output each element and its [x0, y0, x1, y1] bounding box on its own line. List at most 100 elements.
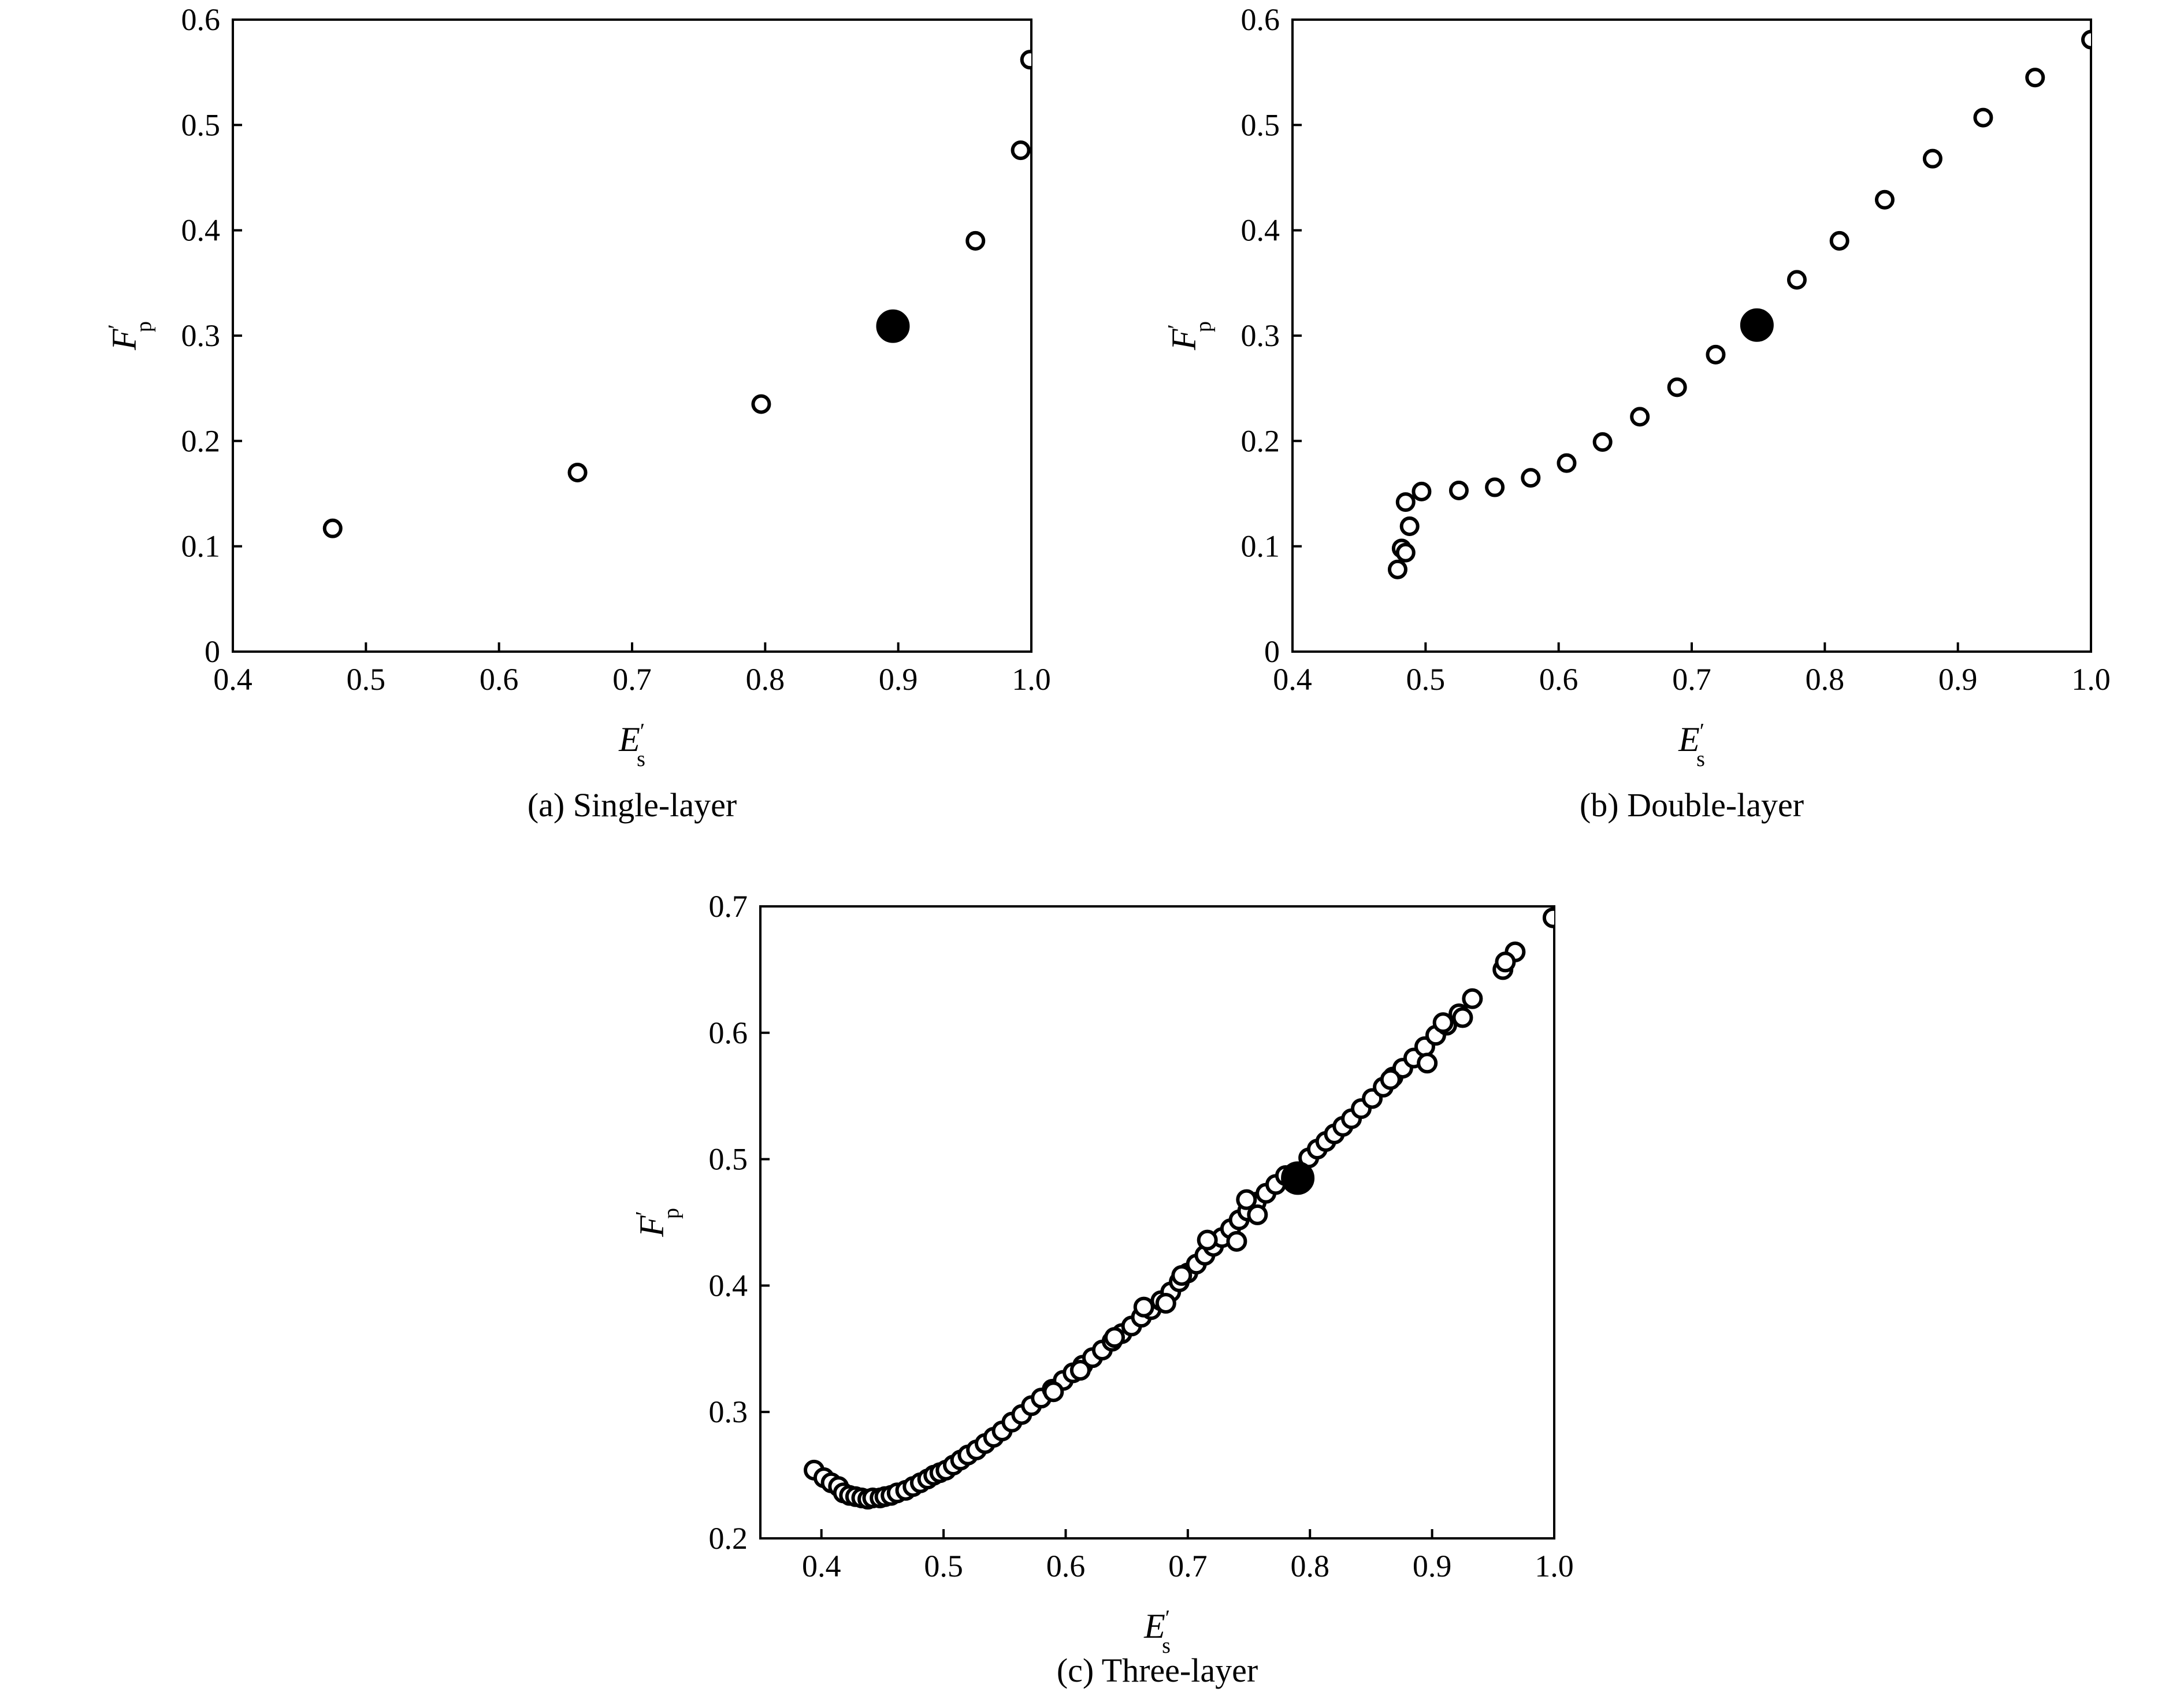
data-point	[1069, 1359, 1091, 1381]
data-point	[1786, 270, 1807, 290]
data-point	[751, 394, 771, 414]
y-tick-label: 0.4	[1241, 213, 1280, 248]
y-axis-label-sub: p	[132, 321, 156, 332]
data-point	[1236, 1189, 1257, 1210]
x-tick-label: 0.9	[1938, 662, 1978, 697]
data-point	[1973, 107, 1993, 128]
data-point	[1043, 1381, 1064, 1403]
data-point	[1155, 1293, 1176, 1314]
y-axis-label-prime: ′	[104, 324, 128, 329]
panel-a: 0.4 0.5 0.6 0.7 0.8 0.9 1.0 0 0.1 0.2 0.3 0.4 0.5 0.6…	[104, 2, 1051, 824]
y-tick-label: 0	[1264, 634, 1280, 669]
y-tick-label: 0.3	[181, 318, 221, 353]
x-tick-label: 0.4	[1273, 662, 1312, 697]
data-point	[1020, 50, 1031, 70]
data-point	[1133, 1296, 1154, 1318]
y-tick-label: 0.5	[1241, 107, 1280, 142]
x-tick-label: 0.7	[1168, 1549, 1208, 1583]
y-tick-label: 0.6	[1241, 2, 1280, 37]
data-point	[1706, 344, 1726, 365]
data-point	[1462, 988, 1483, 1009]
x-axis-label: E′ s	[1143, 1606, 1171, 1658]
data-point	[1667, 377, 1687, 397]
y-axis-label-sub: p	[1191, 321, 1216, 332]
y-tick-label: 0.5	[181, 107, 221, 142]
x-axis-label-sub: s	[637, 747, 645, 771]
data-point	[1542, 907, 1554, 928]
x-tick-label: 0.7	[612, 662, 652, 697]
x-tick-label: 0.9	[1413, 1549, 1452, 1583]
y-axis-label-prime: ′	[632, 1211, 656, 1215]
panel-c: 0.4 0.5 0.6 0.7 0.8 0.9 1.00.20.30.40.50.60.7E…	[632, 889, 1574, 1689]
y-tick-label: 0.2	[181, 423, 221, 458]
x-tick-label: 0.8	[746, 662, 785, 697]
x-tick-label: 0.8	[1806, 662, 1845, 697]
data-point	[1495, 951, 1516, 973]
data-point	[1829, 230, 1849, 251]
x-axis-label: E′ s	[618, 719, 645, 771]
y-tick-label: 0.7	[709, 889, 748, 924]
y-tick-label: 0.1	[1241, 529, 1280, 564]
x-tick-label: 0.9	[879, 662, 918, 697]
x-tick-label: 0.5	[347, 662, 386, 697]
data-point	[1521, 468, 1541, 488]
data-point	[2025, 68, 2045, 88]
x-tick-label: 1.0	[1012, 662, 1051, 697]
y-axis-label-main: F	[633, 1215, 671, 1237]
data-point	[1417, 1053, 1438, 1074]
data-point	[1412, 481, 1432, 501]
x-axis-label-sub: s	[1162, 1634, 1171, 1658]
panel-b: 0.4 0.5 0.6 0.7 0.8 0.9 1.0 0 0.1 0.2 0.3 0.4 0.5 0.6…	[1164, 2, 2111, 824]
panel-caption: (c) Three-layer	[1057, 1652, 1258, 1689]
data-point	[1104, 1327, 1126, 1348]
data-point	[2081, 29, 2091, 50]
data-point	[1630, 407, 1650, 427]
y-axis-label: F′ p	[1164, 321, 1216, 351]
data-point	[1395, 492, 1416, 512]
x-axis-label-main: E	[1678, 720, 1700, 758]
data-point	[1592, 432, 1613, 452]
y-tick-label: 0.2	[1241, 423, 1280, 458]
highlight-point	[876, 309, 910, 343]
x-axis-label-prime: ′	[1700, 719, 1704, 743]
y-axis-label: F′ p	[632, 1208, 684, 1237]
data-point	[1452, 1007, 1473, 1028]
y-tick-label: 0	[205, 634, 220, 669]
data-point	[1399, 516, 1420, 537]
y-tick-label: 0.2	[709, 1521, 748, 1556]
data-point	[1448, 481, 1469, 501]
x-axis-label: E′ s	[1678, 719, 1705, 771]
panel-caption: (b) Double-layer	[1580, 786, 1804, 824]
x-tick-label: 0.5	[924, 1549, 963, 1583]
y-tick-label: 0.6	[181, 2, 221, 37]
y-axis-label-sub: p	[659, 1208, 684, 1219]
y-tick-label: 0.4	[709, 1268, 748, 1303]
y-tick-label: 0.3	[1241, 318, 1280, 353]
data-point	[1247, 1204, 1268, 1225]
data-point	[322, 518, 343, 538]
x-axis-label-sub: s	[1696, 747, 1705, 771]
data-points	[804, 907, 1554, 1510]
y-tick-label: 0.3	[709, 1395, 748, 1429]
x-tick-label: 1.0	[1535, 1549, 1574, 1583]
data-point	[1380, 1069, 1401, 1090]
y-tick-label: 0.5	[709, 1142, 748, 1177]
data-point	[1485, 477, 1505, 497]
x-tick-label: 0.6	[480, 662, 519, 697]
x-tick-label: 0.7	[1672, 662, 1711, 697]
x-axis-label-prime: ′	[1165, 1606, 1170, 1630]
plot-frame	[759, 905, 1555, 1540]
y-tick-label: 0.4	[181, 213, 221, 248]
x-tick-label: 0.5	[1406, 662, 1446, 697]
highlight-point	[1740, 308, 1774, 342]
data-point	[1557, 453, 1577, 473]
data-point	[1171, 1265, 1193, 1286]
data-points	[322, 50, 1031, 538]
x-tick-label: 1.0	[2071, 662, 2111, 697]
x-tick-label: 0.6	[1539, 662, 1578, 697]
data-point	[1226, 1230, 1247, 1252]
plot-frame	[232, 18, 1032, 653]
data-point	[1197, 1229, 1218, 1251]
x-axis-label-prime: ′	[640, 719, 645, 743]
